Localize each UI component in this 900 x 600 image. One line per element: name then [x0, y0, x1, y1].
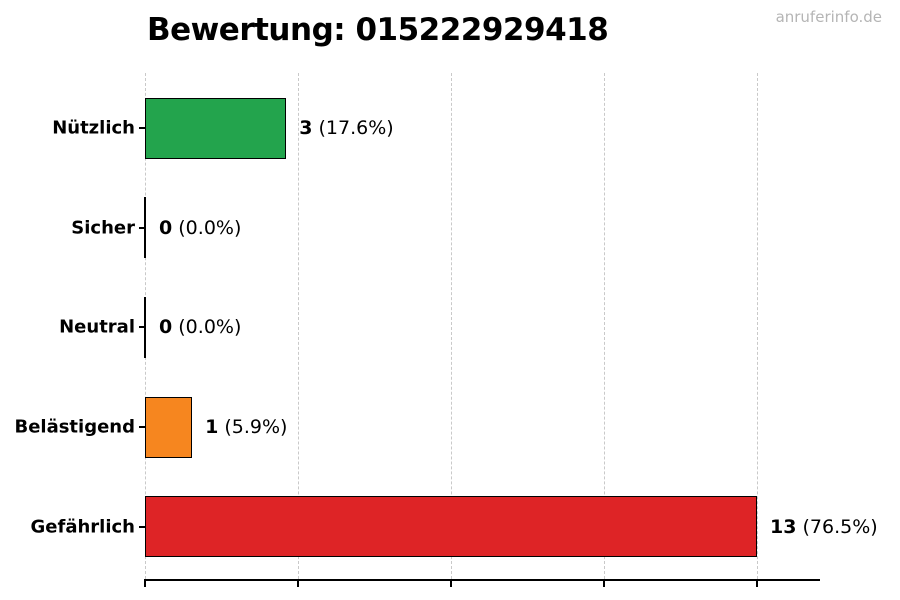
category-label: Neutral — [59, 316, 135, 338]
y-axis-tick — [139, 226, 145, 229]
value-label: 0 (0.0%) — [159, 316, 241, 338]
bar-belästigend — [145, 396, 193, 458]
value-label: 1 (5.9%) — [205, 416, 287, 438]
x-axis-tick — [297, 579, 299, 587]
y-axis-tick — [139, 326, 145, 329]
category-label: Gefährlich — [30, 516, 135, 538]
x-gridline — [298, 73, 299, 579]
bar-gefährlich — [145, 496, 757, 558]
value-percent: (17.6%) — [312, 117, 394, 139]
y-axis-tick — [139, 127, 145, 129]
x-gridline — [604, 73, 605, 579]
value-label: 3 (17.6%) — [299, 117, 393, 139]
x-axis-tick — [756, 579, 758, 587]
y-axis-tick — [139, 525, 145, 528]
category-label: Belästigend — [14, 416, 135, 438]
value-percent: (0.0%) — [172, 316, 242, 339]
x-gridline — [757, 73, 758, 579]
x-axis-line — [145, 579, 820, 581]
value-count: 13 — [770, 515, 797, 538]
bar-sicher-zero — [144, 197, 146, 259]
value-count: 1 — [205, 416, 219, 439]
value-percent: (5.9%) — [218, 416, 288, 439]
watermark-anruferinfo: anruferinfo.de — [775, 8, 882, 26]
bar-nützlich — [145, 97, 287, 159]
x-gridline — [451, 73, 452, 579]
value-label: 13 (76.5%) — [770, 516, 878, 538]
value-label: 0 (0.0%) — [159, 217, 241, 239]
bar-neutral-zero — [144, 296, 146, 358]
x-axis-tick — [603, 579, 605, 587]
value-percent: (76.5%) — [796, 515, 878, 538]
value-count: 0 — [159, 316, 173, 339]
category-label: Nützlich — [52, 117, 135, 139]
y-axis-tick — [139, 426, 145, 429]
x-axis-tick — [450, 579, 452, 587]
category-label: Sicher — [71, 217, 135, 239]
value-percent: (0.0%) — [172, 216, 242, 239]
value-count: 3 — [299, 117, 313, 139]
chart-title: Bewertung: 015222929418 — [147, 12, 609, 48]
value-count: 0 — [159, 216, 173, 239]
x-axis-tick — [144, 579, 146, 587]
